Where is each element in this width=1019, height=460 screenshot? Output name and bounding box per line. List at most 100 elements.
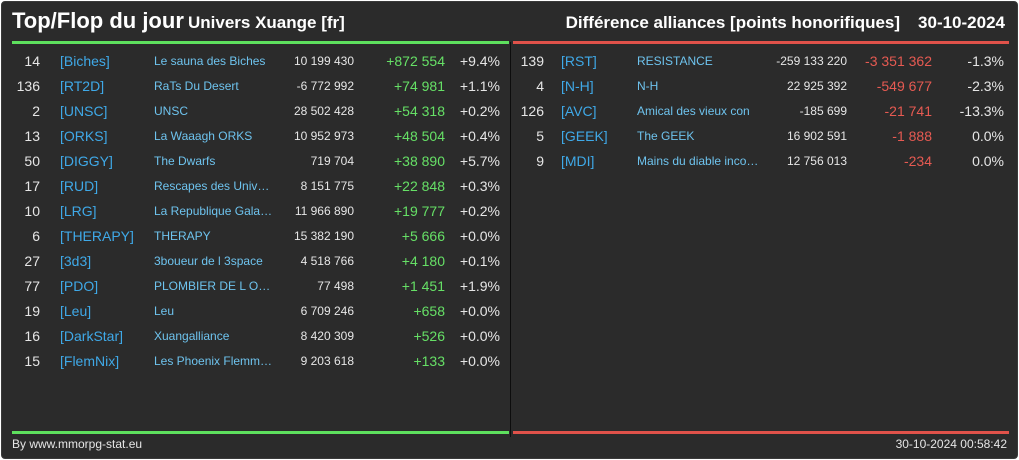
- page-title: Top/Flop du jour: [12, 8, 184, 33]
- alliance-percent: +5.7%: [459, 153, 500, 169]
- alliance-name-link[interactable]: La Republique Galactique: [154, 204, 274, 218]
- alliance-total: 719 704: [310, 154, 354, 168]
- alliance-total: 16 902 591: [786, 129, 847, 143]
- alliance-diff: +658: [413, 303, 445, 319]
- alliance-name-link[interactable]: The GEEK: [637, 129, 695, 143]
- alliance-tag-link[interactable]: [RUD]: [60, 178, 99, 194]
- alliance-total: 6 709 246: [300, 304, 354, 318]
- alliance-diff: +1 451: [401, 278, 445, 294]
- alliance-tag-link[interactable]: [Leu]: [60, 303, 92, 319]
- flop-footer-bar: [513, 431, 1009, 434]
- alliance-row: 126 [AVC] Amical des vieux con -185 699 -21 …: [2, 99, 1017, 124]
- alliance-row: 50 [DIGGY] The Dwarfs 719 704 +38 890 +5.7%: [2, 149, 1017, 174]
- alliance-percent: +0.0%: [459, 228, 500, 244]
- alliance-row: 77 [PDO] PLOMBIER DE L OUEST 77 498 +1 451 +1…: [2, 274, 1017, 299]
- header-right: Différence alliances [points honorifique…: [566, 13, 1005, 33]
- alliance-percent: -2.3%: [967, 78, 1004, 94]
- alliance-row: 27 [3d3] 3boueur de l 3space 4 518 766 +4 18…: [2, 249, 1017, 274]
- alliance-name-link[interactable]: Amical des vieux con: [637, 104, 750, 118]
- alliance-rank: 139: [520, 53, 544, 69]
- alliance-rank: 15: [24, 353, 40, 369]
- alliance-diff: +38 890: [394, 153, 445, 169]
- alliance-name-link[interactable]: RESISTANCE: [637, 54, 713, 68]
- alliance-total: 11 966 890: [294, 204, 354, 218]
- alliance-row: 5 [GEEK] The GEEK 16 902 591 -1 888 0.0%: [2, 124, 1017, 149]
- alliance-diff: +19 777: [394, 203, 445, 219]
- alliance-name-link[interactable]: PLOMBIER DE L OUEST: [154, 279, 274, 293]
- alliance-tag-link[interactable]: [LRG]: [60, 203, 97, 219]
- alliance-total: 8 151 775: [300, 179, 354, 193]
- alliance-tag-link[interactable]: [PDO]: [60, 278, 99, 294]
- alliance-rank: 19: [24, 303, 40, 319]
- alliance-diff: -3 351 362: [865, 53, 932, 69]
- alliance-diff: -234: [903, 153, 932, 169]
- alliance-rank: 13: [24, 128, 40, 144]
- alliance-tag-link[interactable]: [THERAPY]: [60, 228, 134, 244]
- alliance-percent: 0.0%: [972, 128, 1004, 144]
- alliance-diff: -549 677: [876, 78, 932, 94]
- alliance-tag-link[interactable]: [UNSC]: [60, 103, 108, 119]
- alliance-row: 17 [RUD] Rescapes des Univers 8 151 775 +22 …: [2, 174, 1017, 199]
- footer-timestamp: 30-10-2024 00:58:42: [895, 437, 1007, 451]
- alliance-rank: 77: [24, 278, 40, 294]
- alliance-rank: 27: [24, 253, 40, 269]
- alliance-row: 15 [FlemNix] Les Phoenix Flemmards 9 203 61…: [2, 349, 1017, 374]
- alliance-diff: +22 848: [394, 178, 445, 194]
- alliance-tag-link[interactable]: [RST]: [561, 53, 597, 69]
- alliance-total: 9 203 618: [300, 354, 354, 368]
- alliance-total: -185 699: [799, 104, 847, 118]
- alliance-name-link[interactable]: Xuangalliance: [154, 329, 230, 343]
- alliance-percent: -1.3%: [967, 53, 1004, 69]
- alliance-diff: +526: [413, 328, 445, 344]
- alliance-rank: 5: [536, 128, 544, 144]
- alliance-name-link[interactable]: Les Phoenix Flemmards: [154, 354, 274, 368]
- alliance-percent: +1.9%: [459, 278, 500, 294]
- alliance-tag-link[interactable]: [FlemNix]: [60, 353, 120, 369]
- alliance-rank: 126: [520, 103, 544, 119]
- alliance-tag-link[interactable]: [RT2D]: [60, 78, 105, 94]
- alliance-percent: -13.3%: [959, 103, 1004, 119]
- top-footer-bar: [12, 431, 509, 434]
- alliance-tag-link[interactable]: [ORKS]: [60, 128, 108, 144]
- alliance-tag-link[interactable]: [DarkStar]: [60, 328, 124, 344]
- alliance-name-link[interactable]: 3boueur de l 3space: [154, 254, 263, 268]
- alliance-tag-link[interactable]: [N-H]: [561, 78, 594, 94]
- alliance-name-link[interactable]: N-H: [637, 79, 659, 93]
- alliance-name-link[interactable]: Rescapes des Univers: [154, 179, 274, 193]
- alliance-tag-link[interactable]: [DIGGY]: [60, 153, 113, 169]
- alliance-percent: +0.0%: [459, 328, 500, 344]
- alliance-diff: -21 741: [884, 103, 932, 119]
- alliance-diff: +872 554: [386, 53, 445, 69]
- top-header-bar: [12, 41, 509, 44]
- alliance-tag-link[interactable]: [Biches]: [60, 53, 110, 69]
- alliance-percent: +0.3%: [459, 178, 500, 194]
- alliance-total: 22 925 392: [786, 79, 847, 93]
- alliance-row: 19 [Leu] Leu 6 709 246 +658 +0.0%: [2, 299, 1017, 324]
- alliance-rank: 2: [32, 103, 40, 119]
- alliance-rank: 9: [536, 153, 544, 169]
- alliance-percent: +9.4%: [459, 53, 500, 69]
- alliance-row: 2 [UNSC] UNSC 28 502 428 +54 318 +0.2%: [2, 99, 1017, 124]
- alliance-name-link[interactable]: Mains du diable incognito: [637, 154, 765, 168]
- alliance-diff: +4 180: [401, 253, 445, 269]
- alliance-tag-link[interactable]: [AVC]: [561, 103, 597, 119]
- alliance-total: 12 756 013: [786, 154, 847, 168]
- universe-label: Univers Xuange [fr]: [188, 13, 345, 32]
- alliance-percent: +0.4%: [459, 128, 500, 144]
- alliance-name-link[interactable]: THERAPY: [154, 229, 211, 243]
- alliance-percent: +0.0%: [459, 353, 500, 369]
- alliance-row: 9 [MDI] Mains du diable incognito 12 756 01…: [2, 149, 1017, 174]
- alliance-total: 8 420 309: [300, 329, 354, 343]
- alliance-tag-link[interactable]: [GEEK]: [561, 128, 608, 144]
- alliance-percent: 0.0%: [972, 153, 1004, 169]
- alliance-tag-link[interactable]: [3d3]: [60, 253, 92, 269]
- alliance-name-link[interactable]: Leu: [154, 304, 175, 318]
- alliance-diff: +48 504: [394, 128, 445, 144]
- alliance-tag-link[interactable]: [MDI]: [561, 153, 595, 169]
- alliance-rank: 136: [16, 78, 40, 94]
- alliance-total: -259 133 220: [776, 54, 847, 68]
- alliance-rank: 17: [24, 178, 40, 194]
- alliance-rank: 10: [24, 203, 40, 219]
- alliance-total: 10 952 973: [293, 129, 354, 143]
- alliance-row: 13 [ORKS] La Waaagh ORKS 10 952 973 +48 504 +…: [2, 124, 1017, 149]
